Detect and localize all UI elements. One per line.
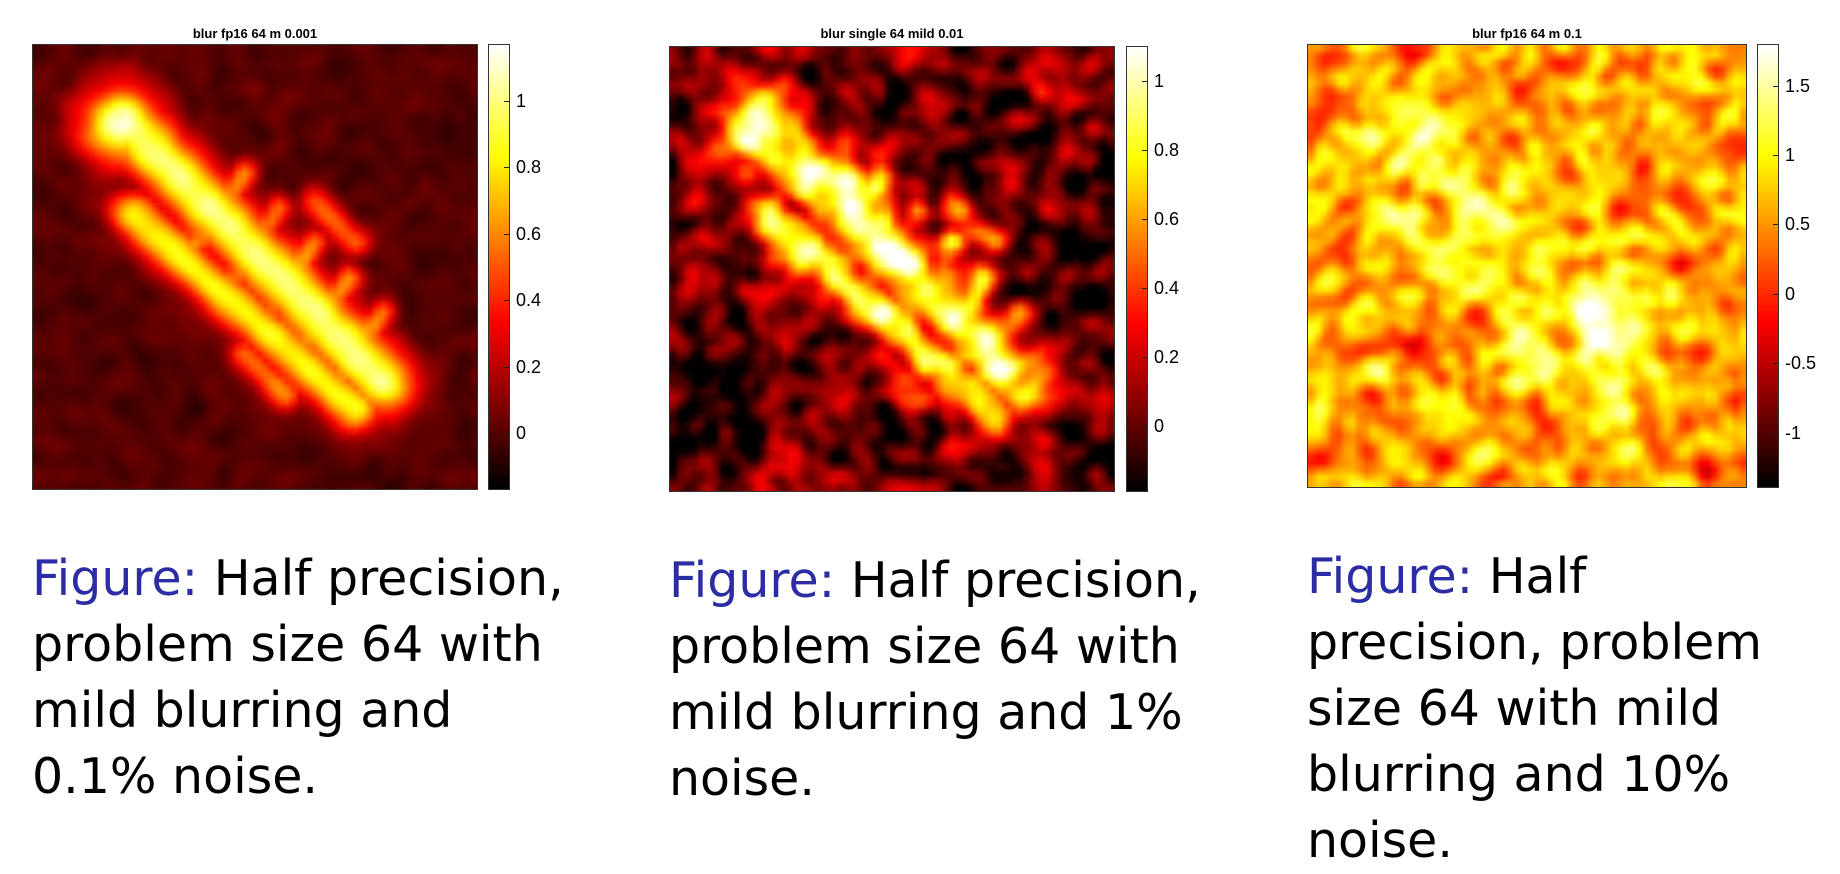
- plot-title: blur fp16 64 m 0.1: [1472, 26, 1582, 41]
- heatmap-image: [32, 44, 478, 490]
- figure-caption: Figure: Half precision, problem size 64 …: [1307, 544, 1827, 874]
- colorbar-tick-label: 0.2: [1154, 347, 1180, 368]
- colorbar-tick: [1773, 432, 1779, 434]
- colorbar-tick-label: -0.5: [1785, 353, 1817, 374]
- figure-caption: Figure: Half precision, problem size 64 …: [669, 548, 1229, 812]
- plot-title: blur single 64 mild 0.01: [820, 26, 964, 41]
- colorbar-gradient: [488, 44, 510, 490]
- colorbar-tick: [504, 300, 510, 302]
- figure-panel-1: blur fp16 64 m 0.001 1 0.8 0.6 0.4 0.2 0 Figu…: [0, 0, 620, 834]
- colorbar-tick: [1773, 155, 1779, 156]
- colorbar-tick-label: 0: [516, 423, 527, 444]
- colorbar: 1.5 1 0.5 0 -0.5 -1: [1757, 44, 1837, 488]
- figure-panel-2: blur single 64 mild 0.01 1 0.8 0.6 0.4 0.2 0 …: [0, 0, 1201, 834]
- caption-text: Half precision, problem size 64 with mil…: [1307, 548, 1762, 869]
- colorbar-tick: [1142, 218, 1148, 220]
- colorbar-tick-label: 0.5: [1785, 214, 1811, 235]
- colorbar-tick-label: 0: [1154, 416, 1165, 437]
- caption-text: Half precision, problem size 64 with mil…: [669, 552, 1201, 807]
- colorbar-tick: [1142, 288, 1148, 289]
- colorbar-tick: [504, 433, 510, 435]
- colorbar-tick-label: 1: [516, 90, 527, 111]
- caption-text: Half precision, problem size 64 with mil…: [32, 550, 564, 805]
- colorbar-gradient: [1757, 44, 1779, 488]
- colorbar-tick-label: 1: [1785, 145, 1796, 165]
- colorbar: 1 0.8 0.6 0.4 0.2 0: [488, 44, 588, 490]
- colorbar-tick-label: 0.2: [516, 356, 542, 377]
- colorbar-gradient: [1126, 46, 1148, 492]
- colorbar-tick: [1142, 357, 1148, 359]
- colorbar-tick: [1773, 363, 1779, 365]
- colorbar-tick-label: -1: [1785, 422, 1802, 443]
- colorbar-tick: [504, 366, 510, 368]
- colorbar-tick: [1773, 293, 1779, 295]
- colorbar-tick-label: 0.4: [1154, 278, 1180, 298]
- heatmap-image: [669, 46, 1115, 492]
- colorbar-tick-label: 0.8: [1154, 139, 1180, 160]
- colorbar-tick-label: 1: [1154, 70, 1165, 91]
- colorbar-tick-label: 0.6: [516, 223, 542, 244]
- heatmap-image: [1307, 44, 1747, 488]
- figure-caption: Figure: Half precision, problem size 64 …: [32, 546, 592, 810]
- caption-label: Figure:: [1307, 548, 1474, 605]
- colorbar-tick-label: 1.5: [1785, 75, 1811, 96]
- colorbar-tick: [504, 167, 510, 169]
- colorbar-tick: [1773, 85, 1779, 87]
- colorbar-tick: [504, 233, 510, 235]
- caption-label: Figure:: [32, 550, 199, 607]
- colorbar-tick: [1142, 426, 1148, 428]
- colorbar-tick-label: 0.6: [1154, 208, 1180, 229]
- colorbar-tick: [1773, 224, 1779, 226]
- colorbar-tick: [1142, 80, 1148, 82]
- colorbar-tick-label: 0.8: [516, 157, 542, 178]
- colorbar: 1 0.8 0.6 0.4 0.2 0: [1126, 46, 1226, 492]
- plot-title: blur fp16 64 m 0.001: [192, 26, 318, 41]
- colorbar-tick: [1142, 149, 1148, 151]
- colorbar-tick: [504, 100, 510, 102]
- colorbar-tick-label: 0.4: [516, 290, 542, 311]
- colorbar-tick-label: 0: [1785, 283, 1796, 304]
- caption-label: Figure:: [669, 552, 836, 609]
